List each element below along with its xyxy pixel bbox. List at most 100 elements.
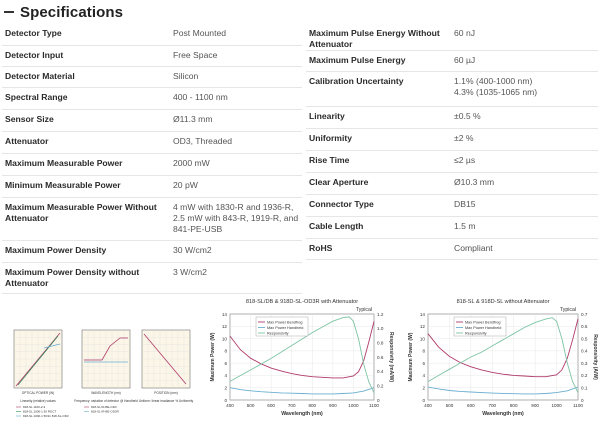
series-line-0: [427, 318, 579, 378]
spec-value: ±2 %: [451, 128, 598, 151]
spec-label: Rise Time: [306, 150, 451, 173]
spec-label: Uniformity: [306, 128, 451, 151]
thumbnail-legend-label: 818-SL 1000-1 50/11 818-SL-OD3: [23, 414, 69, 418]
spec-label: Cable Length: [306, 216, 451, 239]
spec-label: Connector Type: [306, 194, 451, 217]
x-tick-label: 400: [226, 403, 234, 408]
spec-label: Spectral Range: [2, 87, 170, 110]
spec-label: Detector Input: [2, 45, 170, 67]
typical-label: Typical: [560, 307, 576, 313]
x-tick-label: 800: [510, 403, 518, 408]
x-tick-label: 500: [446, 403, 454, 408]
spec-value: DB15: [451, 194, 598, 217]
x-tick-label: 600: [267, 403, 275, 408]
spec-row: Maximum Measurable Power Without Attenua…: [2, 197, 302, 241]
y-axis-label: Maximum Power (W): [210, 332, 216, 381]
spec-label: Linearity: [306, 106, 451, 129]
spec-row: Maximum Power Density without Attenuator…: [2, 262, 302, 294]
spec-row: Maximum Power Density 30 W/cm2: [2, 240, 302, 263]
y2-tick-label: 0.2: [581, 373, 588, 378]
x-tick-label: 500: [247, 403, 255, 408]
specs-table-left: Detector Type Post Mounted Detector Input F…: [2, 24, 302, 294]
x-axis-label: Wavelength (nm): [281, 411, 323, 417]
spec-value: 1.1% (400-1000 nm) 4.3% (1035-1065 nm): [451, 71, 598, 107]
spec-row: Maximum Measurable Power 2000 mW: [2, 153, 302, 176]
y-tick-label: 8: [224, 349, 227, 354]
spec-row: Attenuator OD3, Threaded: [2, 131, 302, 154]
thumbnail-legend-label: 818-SL IR-BE-OD3R: [91, 410, 120, 414]
y-tick-label: 0: [224, 398, 227, 403]
spec-label: Attenuator: [2, 131, 170, 154]
thumbnail-legend-label: 818-SL IR-BE-OD3: [91, 405, 117, 409]
spec-label: Sensor Size: [2, 109, 170, 132]
y2-tick-label: 0: [581, 398, 584, 403]
legend-box: [255, 316, 309, 337]
y2-tick-label: 0.6: [377, 355, 384, 360]
spec-row: Sensor Size Ø11.3 mm: [2, 109, 302, 132]
thumbnail-svg: OPTICAL POWER (W) Linearity (relative) va…: [13, 329, 194, 418]
y-tick-label: 6: [422, 361, 425, 366]
thumbnail-1: [81, 329, 131, 412]
spec-row: Calibration Uncertainty 1.1% (400-1000 nm…: [306, 71, 598, 107]
spec-value: 60 µJ: [451, 50, 598, 72]
spec-label: Maximum Power Density: [2, 240, 170, 263]
spec-label: Clear Aperture: [306, 172, 451, 195]
legend-box: [453, 316, 507, 337]
spec-row: Clear Aperture Ø10.3 mm: [306, 172, 598, 195]
section-header: Specifications: [4, 2, 123, 22]
spec-value: Compliant: [451, 238, 598, 260]
y-tick-label: 2: [224, 386, 227, 391]
x-tick-label: 400: [424, 403, 432, 408]
x-tick-label: 900: [329, 403, 337, 408]
thumb-series: [15, 332, 61, 387]
thumbnail-2: [141, 329, 191, 389]
spec-label: Maximum Measurable Power: [2, 153, 170, 176]
spec-value: Silicon: [170, 66, 302, 88]
chart-title: 818-SL & 918D-SL without Attenuator: [457, 299, 550, 305]
spec-label: Maximum Pulse Energy: [306, 50, 451, 72]
thumbnail-caption: Frequency: variation of detector @ Handh…: [74, 399, 138, 403]
chart-title: 818-SL/DB & 918D-SL-OD3R with Attenuator: [246, 299, 358, 305]
collapse-dash-icon[interactable]: [4, 11, 14, 13]
spec-value: Post Mounted: [170, 24, 302, 46]
y-tick-label: 12: [420, 324, 426, 329]
thumb-series: [17, 335, 59, 386]
chart-with-attenuator: 818-SL/DB & 918D-SL-OD3R with Attenuator…: [206, 296, 394, 428]
x-tick-label: 600: [467, 403, 475, 408]
spec-value: ±0.5 %: [451, 106, 598, 129]
spec-row: Maximum Pulse Energy Without Attenuator 6…: [306, 24, 598, 51]
x-tick-label: 1000: [551, 403, 562, 408]
spec-row: Detector Material Silicon: [2, 66, 302, 88]
specs-table-right: Maximum Pulse Energy Without Attenuator 6…: [306, 24, 598, 260]
spec-row: Spectral Range 400 - 1100 nm: [2, 87, 302, 110]
spec-label: Calibration Uncertainty: [306, 71, 451, 107]
typical-label: Typical: [356, 307, 372, 313]
thumbnail-0: [13, 329, 63, 417]
x-tick-label: 1000: [348, 403, 359, 408]
y2-tick-label: 0.5: [581, 336, 588, 341]
spec-value: Ø10.3 mm: [451, 172, 598, 195]
y-tick-label: 12: [222, 324, 228, 329]
thumbnail-legend-label: 818-SL 1000-1 50 ROCT: [23, 410, 56, 414]
spec-label: Maximum Measurable Power Without Attenua…: [2, 197, 170, 241]
x-tick-label: 1100: [369, 403, 379, 408]
x-tick-label: 700: [488, 403, 496, 408]
spec-label: Detector Type: [2, 24, 170, 46]
y2-tick-label: 0.4: [377, 369, 384, 374]
spec-value: 2000 mW: [170, 153, 302, 176]
y2-tick-label: 0.4: [581, 349, 588, 354]
thumb-series: [43, 343, 61, 349]
y2-tick-label: 0: [377, 398, 380, 403]
legend-label: Responsivity: [267, 332, 289, 336]
y-tick-label: 6: [224, 361, 227, 366]
spec-row: Cable Length 1.5 m: [306, 216, 598, 239]
thumbnail-caption: Uniform: linear irradiance % Uniformity: [139, 399, 194, 403]
spec-label: Maximum Power Density without Attenuator: [2, 262, 170, 294]
spec-value: OD3, Threaded: [170, 131, 302, 154]
series-line-2: [229, 316, 375, 393]
thumbnail-caption: Linearity (relative) values: [20, 399, 56, 403]
thumb-series: [143, 333, 187, 385]
spec-value: 3 W/cm2: [170, 262, 302, 294]
y2-tick-label: 0.6: [581, 324, 588, 329]
x-tick-label: 900: [531, 403, 539, 408]
